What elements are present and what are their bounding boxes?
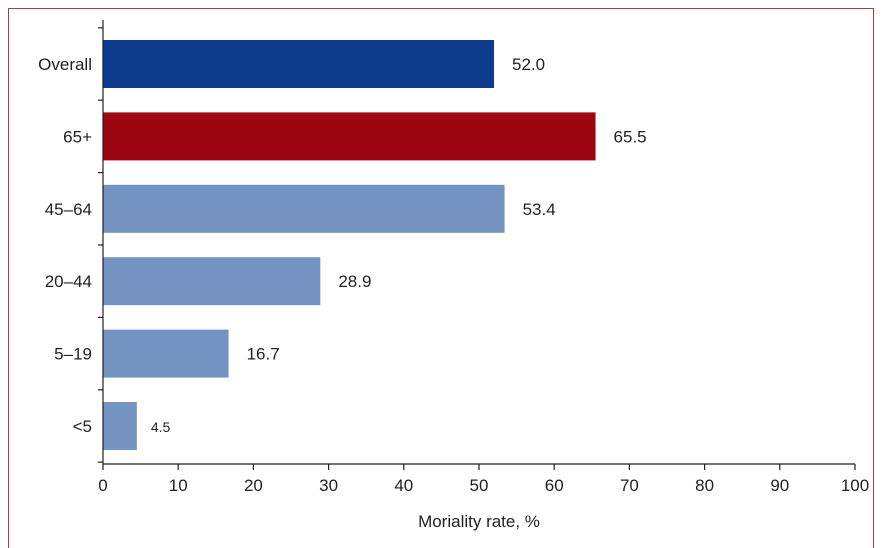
- x-tick-label-10: 100: [841, 476, 869, 495]
- x-tick-label-4: 40: [394, 476, 413, 495]
- x-tick-label-2: 20: [244, 476, 263, 495]
- category-label-0: Overall: [38, 55, 92, 74]
- value-label-4: 16.7: [247, 345, 280, 364]
- value-label-3: 28.9: [338, 272, 371, 291]
- x-tick-label-3: 30: [319, 476, 338, 495]
- value-label-2: 53.4: [523, 200, 556, 219]
- bar-5: [103, 402, 137, 450]
- category-label-4: 5–19: [54, 345, 92, 364]
- value-label-5: 4.5: [151, 419, 171, 435]
- category-label-5: <5: [73, 417, 92, 436]
- value-label-1: 65.5: [614, 127, 647, 146]
- value-label-0: 52.0: [512, 55, 545, 74]
- category-label-1: 65+: [63, 127, 92, 146]
- x-axis: 0 10 20 30 40 50 60 70 80 90 100: [98, 20, 869, 495]
- bar-3: [103, 257, 321, 306]
- value-labels-layer: 52.0 65.5 53.4 28.9 16.7 4.5: [151, 55, 647, 435]
- x-tick-label-7: 70: [620, 476, 639, 495]
- x-tick-label-6: 60: [545, 476, 564, 495]
- x-tick-label-5: 50: [470, 476, 489, 495]
- x-tick-label-9: 90: [770, 476, 789, 495]
- bar-4: [103, 329, 229, 378]
- bar-1: [103, 112, 596, 161]
- bar-2: [103, 184, 505, 233]
- x-tick-label-8: 80: [695, 476, 714, 495]
- category-labels-layer: Overall 65+ 45–64 20–44 5–19 <5: [38, 55, 92, 436]
- category-label-3: 20–44: [45, 272, 92, 291]
- x-axis-title: Moriality rate, %: [418, 512, 540, 531]
- bar-0: [103, 40, 495, 88]
- x-tick-label-1: 10: [169, 476, 188, 495]
- x-tick-label-0: 0: [98, 476, 107, 495]
- bars-layer: [103, 40, 596, 450]
- category-label-2: 45–64: [45, 200, 92, 219]
